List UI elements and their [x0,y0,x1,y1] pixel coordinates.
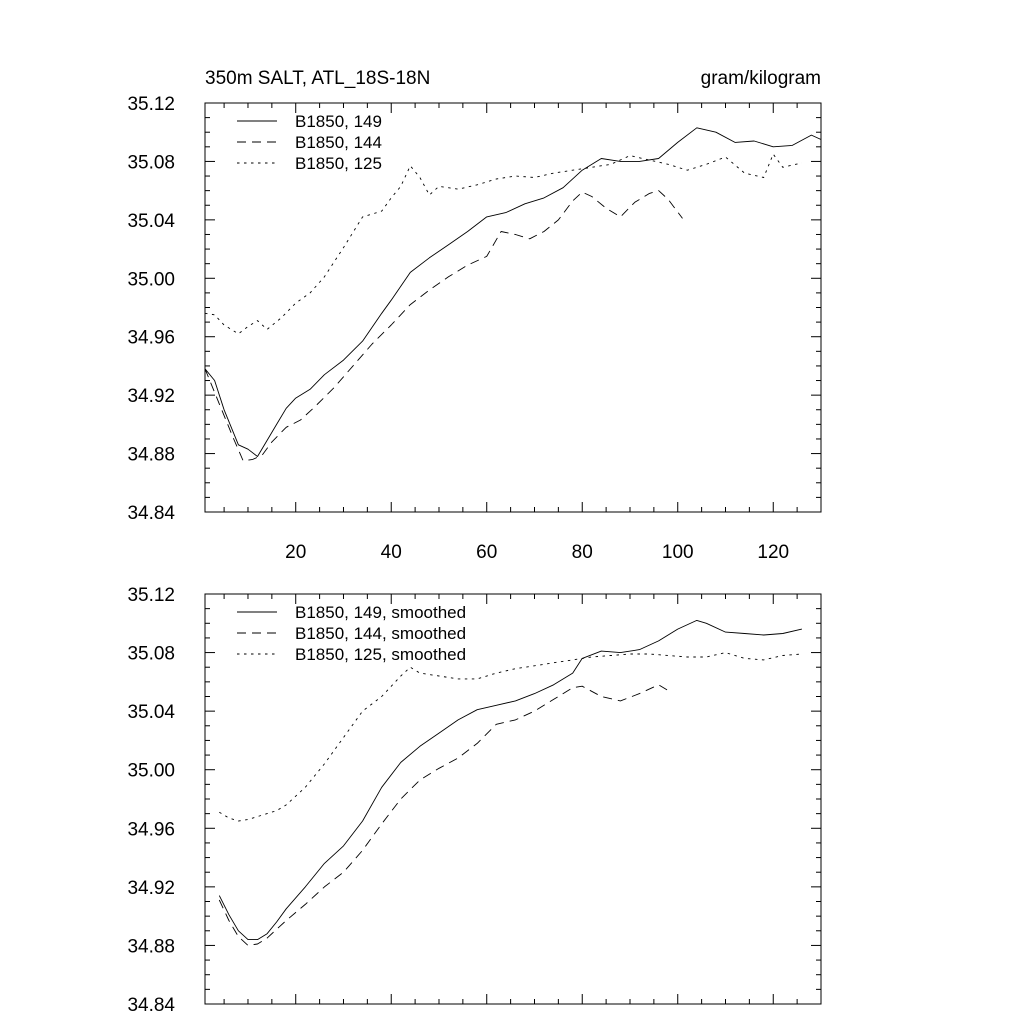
legend-label: B1850, 144 [295,133,382,152]
legend-label: B1850, 125 [295,154,382,173]
y-tick-label: 34.92 [127,386,175,407]
top-panel: 34.84 34.88 34.92 34.96 35.00 35.04 35.08 35.12… [127,94,822,563]
y-tick-label: 35.00 [127,761,175,782]
y-tick-label: 34.88 [127,936,175,957]
legend-label: B1850, 144, smoothed [295,624,466,643]
bottom-panel: 34.84 34.88 34.92 34.96 35.00 35.04 35.08 35.12… [127,585,822,1016]
units-label: gram/kilogram [701,68,821,89]
y-tick-label: 34.92 [127,878,175,899]
x-tick-label: 20 [285,542,306,563]
x-tick-label: 40 [381,542,402,563]
series-line-dashed [218,684,669,946]
y-tick-label: 34.84 [127,503,175,524]
legend-label: B1850, 149 [295,112,382,131]
y-tick-label: 35.08 [127,152,175,173]
legend-label: B1850, 149, smoothed [295,603,466,622]
x-tick-label: 80 [572,542,593,563]
y-tick-label: 34.96 [127,328,175,349]
y-tick-label: 35.00 [127,269,175,290]
series-line-solid [204,127,822,457]
chart-title: 350m SALT, ATL_18S-18N [205,68,430,89]
y-tick-label: 34.84 [127,995,175,1016]
x-tick-label: 120 [757,542,789,563]
series-line-dotted [204,153,803,335]
y-tick-label: 34.96 [127,819,175,840]
y-tick-label: 35.12 [127,94,175,115]
legend-label: B1850, 125, smoothed [295,645,466,664]
series-line-solid [218,619,803,941]
x-tick-label: 100 [662,542,694,563]
series-line-dotted [219,652,802,822]
series-line-dashed [204,190,683,462]
y-tick-label: 35.08 [127,644,175,665]
y-tick-label: 35.04 [127,211,175,232]
y-tick-label: 35.12 [127,585,175,606]
y-tick-label: 34.88 [127,445,175,466]
y-tick-label: 35.04 [127,702,175,723]
x-tick-label: 60 [476,542,497,563]
